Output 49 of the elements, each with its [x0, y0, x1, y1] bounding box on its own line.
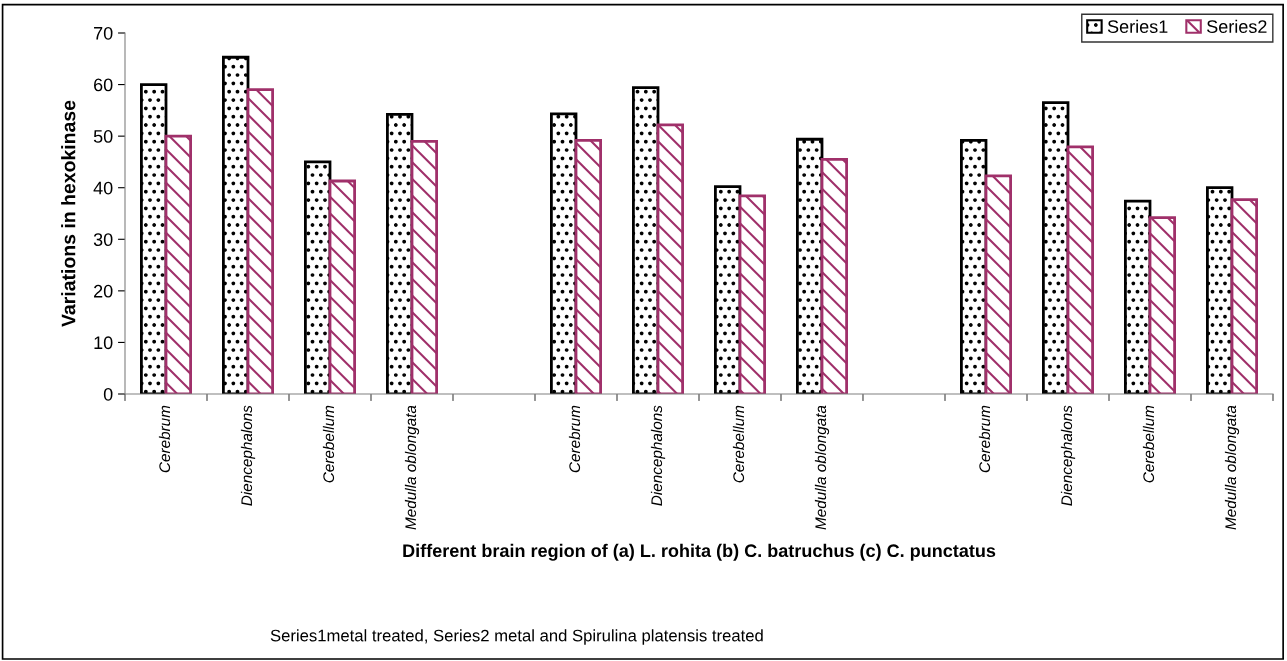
y-tick-label: 20 — [94, 284, 113, 298]
bar — [1230, 198, 1258, 394]
bar — [1206, 186, 1234, 394]
x-tick-label: Medulla oblongata — [814, 405, 830, 530]
y-tick-label: 40 — [93, 181, 113, 195]
bar — [714, 185, 742, 394]
bar — [140, 83, 168, 394]
bar — [656, 123, 684, 394]
x-tick-label: Diencephalons — [240, 405, 256, 506]
y-tick-label: 50 — [93, 130, 113, 143]
bar — [796, 137, 824, 394]
bar — [328, 179, 356, 394]
bar — [222, 55, 250, 394]
bar — [164, 134, 192, 394]
x-tick-label: Cerebrum — [158, 405, 171, 473]
x-tick-label: Cerebrum — [568, 405, 581, 473]
y-tick-label: 70 — [94, 26, 113, 40]
x-tick-label: Medulla oblongata — [404, 405, 420, 530]
bar — [1066, 145, 1094, 394]
x-tick-label: Cerebellum — [1142, 405, 1155, 483]
bar — [246, 88, 274, 394]
y-tick-label: 30 — [93, 233, 113, 247]
bar — [574, 138, 602, 394]
bar — [984, 174, 1012, 394]
y-tick-label: 10 — [94, 336, 113, 350]
bar — [386, 113, 414, 394]
x-axis-title: Different brain region of (a) L. rohita (b) C. batruchus (c) C. punctatus — [403, 543, 996, 561]
bar — [820, 157, 848, 394]
x-tick-label: Cerebellum — [322, 405, 335, 483]
x-tick-label: Medulla oblongata — [1224, 405, 1240, 530]
x-tick-label: Cerebellum — [732, 405, 745, 483]
bar — [632, 86, 660, 394]
bar — [738, 194, 766, 394]
bar — [304, 160, 332, 394]
bar — [1124, 199, 1152, 394]
legend-label: Series1 — [1107, 19, 1168, 33]
x-tick-label: Diencephalons — [1060, 405, 1076, 506]
y-axis-title: Variations in hexokinase — [61, 100, 76, 327]
bar — [410, 139, 438, 394]
text: Series1metal treated, Series2 metal and Spirulina platensis treated — [270, 629, 763, 645]
bar — [1148, 216, 1176, 394]
bar — [960, 138, 988, 394]
bar — [1042, 101, 1070, 394]
legend-label: Series2 — [1207, 19, 1267, 33]
bar — [550, 112, 578, 394]
x-tick-label: Diencephalons — [650, 405, 666, 506]
x-tick-label: Cerebrum — [978, 405, 991, 473]
y-tick-label: 60 — [94, 78, 113, 92]
y-tick-label: 0 — [103, 387, 113, 401]
